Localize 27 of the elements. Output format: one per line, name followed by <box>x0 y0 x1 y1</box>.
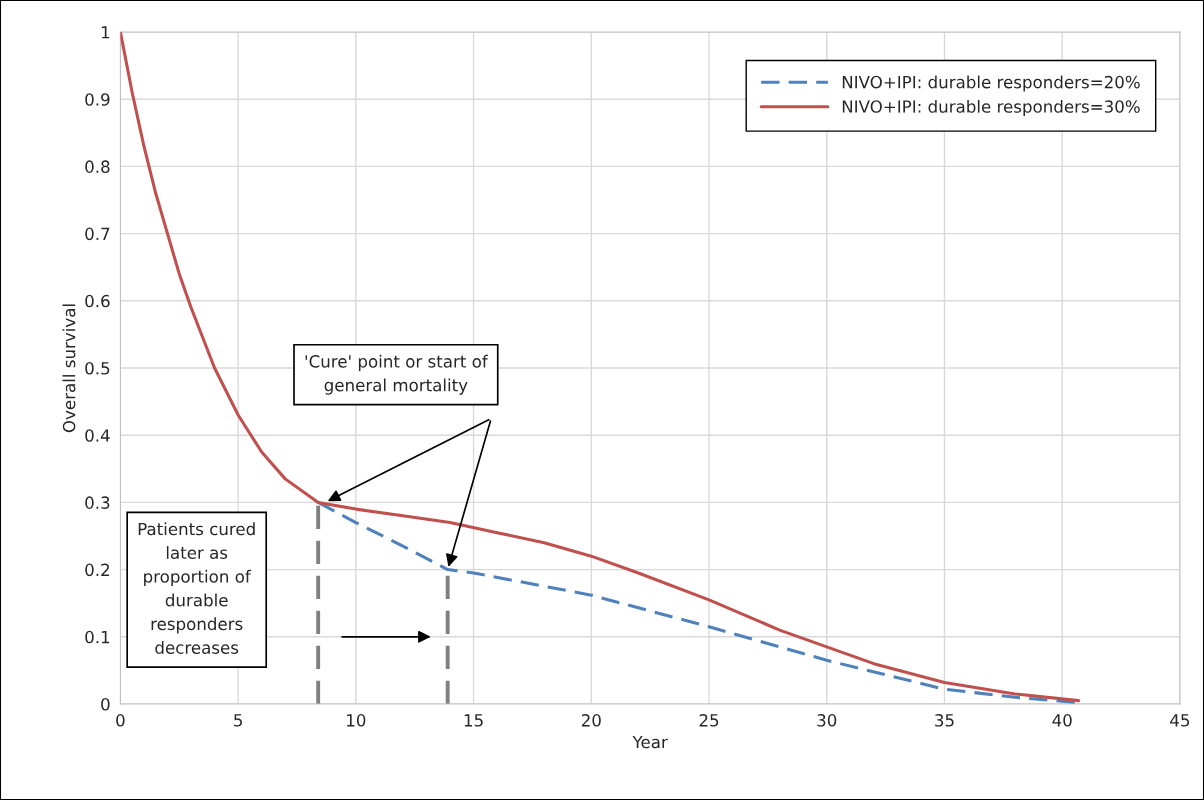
x-tick-label: 5 <box>234 714 242 727</box>
legend-label: NIVO+IPI: durable responders=30% <box>842 99 1140 117</box>
y-tick-label: 0.3 <box>85 496 110 509</box>
annotation: 'Cure' point or start of general mortality <box>305 354 489 395</box>
y-axis-title: Overall survival <box>62 304 76 433</box>
y-tick-label: 0.1 <box>85 630 110 644</box>
x-tick-label: 20 <box>581 714 601 727</box>
x-tick-label: 35 <box>935 714 954 727</box>
x-tick-label: 30 <box>817 714 837 727</box>
annotation: Patients cured later as proportion of durable responders decreases <box>138 522 255 654</box>
y-tick-label: 0.9 <box>85 93 110 106</box>
legend-label: NIVO+IPI: durable responders=20% <box>842 75 1140 92</box>
y-tick-label: 0.4 <box>85 429 110 442</box>
x-axis-title: Year <box>632 735 668 749</box>
x-tick-label: 40 <box>1052 714 1072 727</box>
y-tick-label: 0.7 <box>85 227 110 241</box>
x-tick-label: 15 <box>464 714 483 727</box>
y-tick-label: 0.2 <box>85 563 110 577</box>
x-tick-label: 45 <box>1170 714 1190 727</box>
y-tick-label: 0.6 <box>85 294 110 308</box>
x-tick-label: 0 <box>116 714 125 727</box>
y-tick-label: 0.8 <box>85 160 110 173</box>
x-tick-label: 25 <box>699 714 719 727</box>
y-tick-label: 0.5 <box>85 361 110 375</box>
x-tick-label: 10 <box>347 714 366 727</box>
y-tick-label: 1 <box>101 26 110 39</box>
y-tick-label: 0 <box>101 697 110 711</box>
